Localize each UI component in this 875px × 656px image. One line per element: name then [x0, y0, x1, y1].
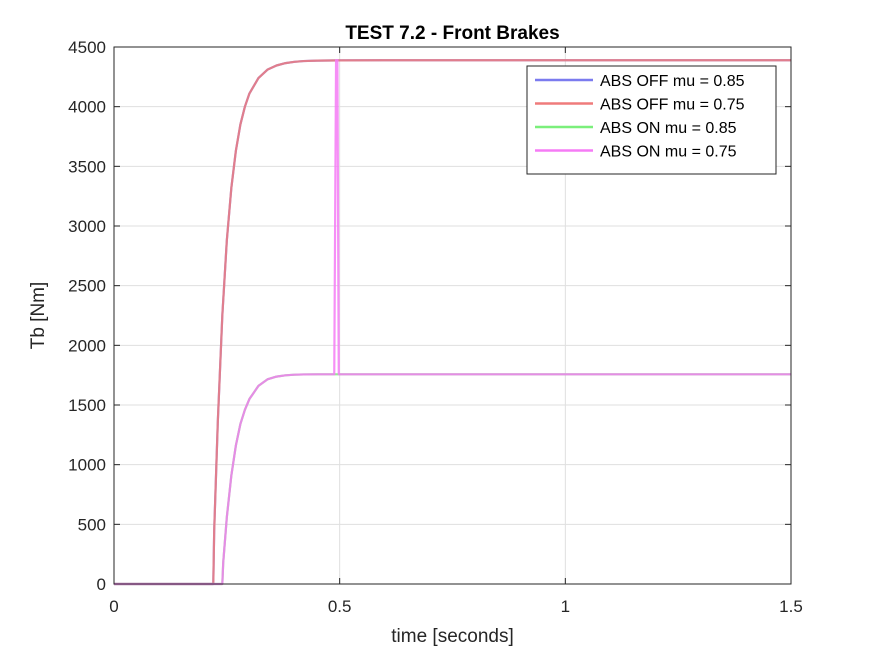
legend-entry: ABS ON mu = 0.75: [600, 144, 737, 161]
chart-title: TEST 7.2 - Front Brakes: [345, 23, 559, 44]
y-tick-label: 4000: [68, 98, 106, 117]
y-tick-label: 0: [97, 575, 106, 594]
y-tick-label: 1000: [68, 456, 106, 475]
legend-entry: ABS OFF mu = 0.75: [600, 97, 745, 114]
legend: ABS OFF mu = 0.85 ABS OFF mu = 0.75 ABS ON…: [526, 65, 777, 175]
x-tick-label: 1.5: [779, 597, 803, 616]
plot-frame: [113, 46, 792, 585]
x-tick-label: 0.5: [328, 597, 352, 616]
legend-entry: ABS OFF mu = 0.85: [600, 73, 745, 90]
x-tick-label: 0: [109, 597, 118, 616]
y-tick-label: 4500: [68, 38, 106, 57]
legend-box: [526, 65, 777, 175]
series-lines: [114, 59, 791, 586]
y-tick-label: 2500: [68, 277, 106, 296]
series-line-4: [114, 59, 791, 586]
series-line-2: [114, 59, 791, 586]
x-axis-label: time [seconds]: [391, 626, 514, 647]
y-tick-label: 2000: [68, 336, 106, 355]
x-tick-label: 1: [561, 597, 570, 616]
ticks: [113, 46, 792, 585]
legend-entry: ABS ON mu = 0.85: [600, 120, 737, 137]
y-tick-label: 1500: [68, 396, 106, 415]
y-tick-label: 500: [78, 515, 106, 534]
y-tick-label: 3500: [68, 157, 106, 176]
y-tick-label: 3000: [68, 217, 106, 236]
y-axis-label: Tb [Nm]: [28, 282, 49, 350]
tick-labels: 0 0.5 1 1.5 0 500 1000 1500 2000 2500 3000 3500 4000…: [68, 38, 803, 616]
